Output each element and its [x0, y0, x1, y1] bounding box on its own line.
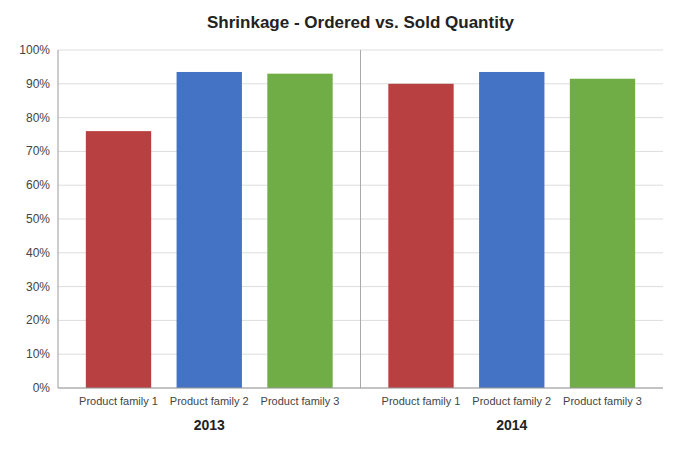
group-label: 2013	[194, 417, 225, 433]
y-tick-label: 20%	[26, 313, 50, 327]
x-tick-label: Product family 1	[79, 395, 158, 407]
x-tick-label: Product family 3	[563, 395, 642, 407]
x-tick-label: Product family 1	[382, 395, 461, 407]
x-tick-label: Product family 3	[261, 395, 340, 407]
x-axis: Product family 1 Product family 2 Product …	[79, 395, 642, 433]
grid	[58, 50, 663, 388]
x-axis-line	[58, 388, 663, 389]
y-tick-label: 30%	[26, 280, 50, 294]
bar	[388, 84, 453, 388]
x-tick-label: Product family 2	[170, 395, 249, 407]
bar	[267, 74, 332, 388]
y-tick-label: 90%	[26, 77, 50, 91]
y-tick-label: 70%	[26, 144, 50, 158]
bar	[86, 131, 151, 388]
y-tick-label: 80%	[26, 111, 50, 125]
title: Shrinkage - Ordered vs. Sold Quantity	[207, 13, 515, 32]
y-tick-label: 100%	[19, 43, 50, 57]
bar	[479, 72, 544, 388]
bar	[570, 79, 635, 388]
y-tick-label: 50%	[26, 212, 50, 226]
x-tick-label: Product family 2	[472, 395, 551, 407]
group-label: 2014	[496, 417, 527, 433]
y-tick-label: 60%	[26, 178, 50, 192]
y-axis: 0% 10% 20% 30% 40% 50% 60% 70% 80% 90% 100%	[19, 43, 50, 395]
y-tick-label: 10%	[26, 347, 50, 361]
y-axis-line	[58, 50, 59, 388]
y-tick-label: 0%	[33, 381, 51, 395]
bar	[177, 72, 242, 388]
grid-line	[58, 388, 663, 389]
group-divider	[360, 50, 361, 388]
y-tick-label: 40%	[26, 246, 50, 260]
chart: Shrinkage - Ordered vs. Sold Quantity 0% 1…	[0, 0, 681, 450]
